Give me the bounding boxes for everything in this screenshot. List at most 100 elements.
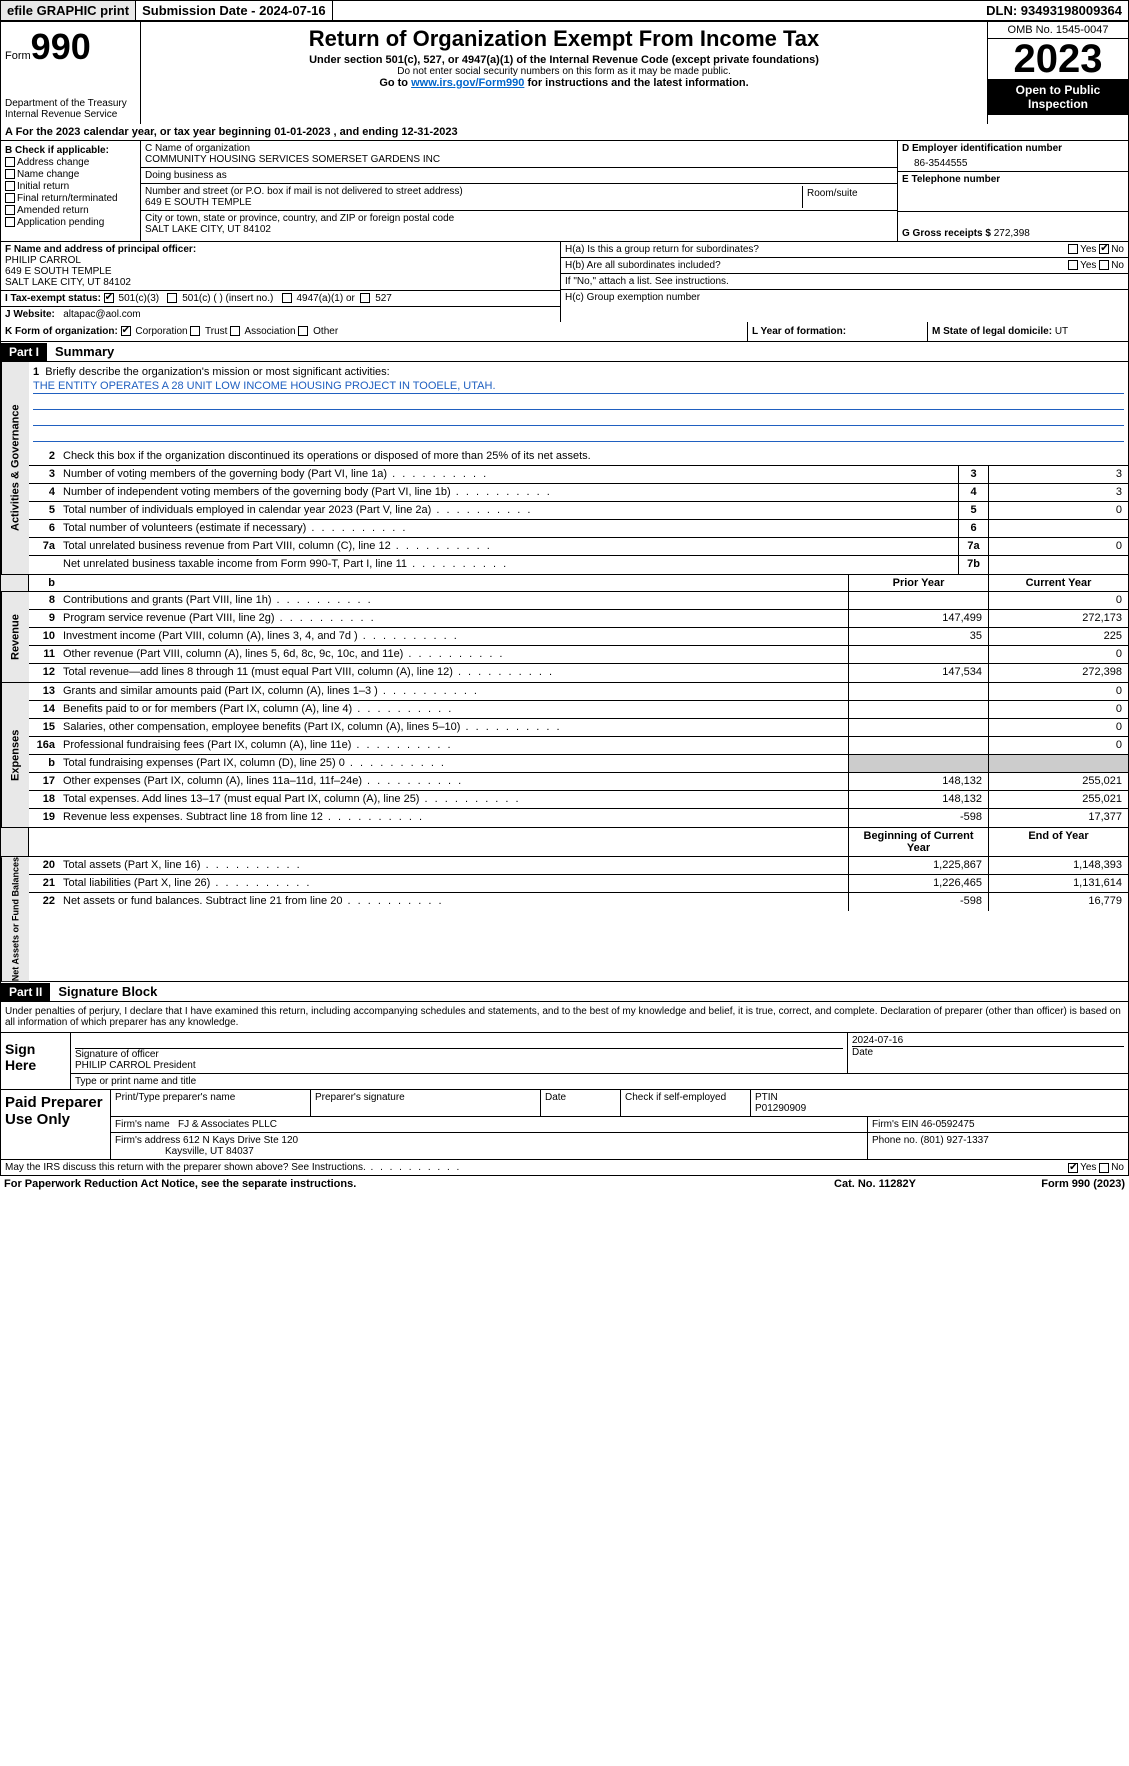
part1-header: Part I Summary (0, 342, 1129, 362)
checkbox-other[interactable] (298, 326, 308, 336)
city-label: City or town, state or province, country… (145, 213, 893, 224)
top-bar: efile GRAPHIC print Submission Date - 20… (0, 0, 1129, 22)
prep-sig-label: Preparer's signature (311, 1090, 541, 1116)
street-address: 649 E SOUTH TEMPLE (145, 197, 802, 208)
current-year-value: 272,398 (988, 664, 1128, 682)
efile-print-button[interactable]: efile GRAPHIC print (1, 1, 136, 20)
checkbox-hb-no[interactable] (1099, 260, 1109, 270)
firm-name: FJ & Associates PLLC (178, 1119, 277, 1130)
line2-label: Check this box if the organization disco… (59, 448, 1128, 465)
current-year-value: 255,021 (988, 773, 1128, 790)
current-year-value: 0 (988, 719, 1128, 736)
prior-year-value (848, 755, 988, 772)
sign-here-block: Sign Here Signature of officer PHILIP CA… (0, 1032, 1129, 1090)
checkbox-ha-no[interactable] (1099, 244, 1109, 254)
date-label: Date (852, 1046, 1124, 1058)
prior-year-value (848, 737, 988, 754)
checkbox-ha-yes[interactable] (1068, 244, 1078, 254)
officer-addr1: 649 E SOUTH TEMPLE (5, 266, 112, 277)
hb-note: If "No," attach a list. See instructions… (565, 276, 1124, 287)
checkbox-discuss-yes[interactable] (1068, 1163, 1078, 1173)
ein-label: D Employer identification number (902, 143, 1124, 154)
prior-year-value (848, 719, 988, 736)
prep-date-label: Date (541, 1090, 621, 1116)
prior-year-value: 1,226,465 (848, 875, 988, 892)
current-year-value: 0 (988, 683, 1128, 700)
current-year-value: 0 (988, 701, 1128, 718)
penalty-text: Under penalties of perjury, I declare th… (0, 1002, 1129, 1032)
current-year-value: 255,021 (988, 791, 1128, 808)
current-year-value: 1,131,614 (988, 875, 1128, 892)
prior-year-value: 35 (848, 628, 988, 645)
officer-name: PHILIP CARROL (5, 255, 81, 266)
prior-year-value: 147,499 (848, 610, 988, 627)
discuss-row: May the IRS discuss this return with the… (0, 1160, 1129, 1176)
firm-addr1: 612 N Kays Drive Ste 120 (183, 1135, 298, 1146)
section-c-name-label: C Name of organization (145, 143, 893, 154)
checkbox-trust[interactable] (190, 326, 200, 336)
paid-preparer-block: Paid Preparer Use Only Print/Type prepar… (0, 1090, 1129, 1160)
paperwork-notice: For Paperwork Reduction Act Notice, see … (4, 1178, 775, 1190)
checkbox-hb-yes[interactable] (1068, 260, 1078, 270)
prior-year-value (848, 683, 988, 700)
summary-line-label: Total number of volunteers (estimate if … (59, 520, 958, 537)
summary-line-label: Contributions and grants (Part VIII, lin… (59, 592, 848, 609)
tab-governance: Activities & Governance (1, 362, 29, 574)
current-year-value: 17,377 (988, 809, 1128, 827)
summary-value (988, 520, 1128, 537)
tab-expenses: Expenses (1, 683, 29, 827)
summary-line-label: Total assets (Part X, line 16) (59, 857, 848, 874)
checkbox-final-return[interactable] (5, 193, 15, 203)
checkbox-discuss-no[interactable] (1099, 1163, 1109, 1173)
current-year-value (988, 755, 1128, 772)
summary-value (988, 556, 1128, 574)
sign-here-label: Sign Here (1, 1033, 71, 1089)
dln: DLN: 93493198009364 (980, 1, 1128, 20)
ha-label: H(a) Is this a group return for subordin… (565, 244, 1068, 255)
summary-line-label: Other revenue (Part VIII, column (A), li… (59, 646, 848, 663)
checkbox-app-pending[interactable] (5, 217, 15, 227)
officer-signature: PHILIP CARROL President (75, 1060, 843, 1071)
subtitle-2: Do not enter social security numbers on … (145, 66, 983, 77)
part2-header: Part II Signature Block (0, 982, 1129, 1002)
current-year-value: 272,173 (988, 610, 1128, 627)
section-f-h: F Name and address of principal officer:… (0, 242, 1129, 322)
prior-year-value: -598 (848, 893, 988, 911)
col-prior-year: Prior Year (848, 575, 988, 591)
col-beginning-year: Beginning of Current Year (848, 828, 988, 856)
firm-phone: (801) 927-1337 (920, 1135, 988, 1146)
section-k-label: K Form of organization: (5, 326, 118, 337)
summary-line-label: Total number of individuals employed in … (59, 502, 958, 519)
summary-line-label: Net assets or fund balances. Subtract li… (59, 893, 848, 911)
section-j-label: J Website: (5, 309, 55, 320)
checkbox-501c3[interactable] (104, 293, 114, 303)
tax-year: 2023 (988, 39, 1128, 79)
summary-line-label: Total expenses. Add lines 13–17 (must eq… (59, 791, 848, 808)
summary-line-label: Benefits paid to or for members (Part IX… (59, 701, 848, 718)
current-year-value: 225 (988, 628, 1128, 645)
checkbox-amended[interactable] (5, 205, 15, 215)
checkbox-corp[interactable] (121, 326, 131, 336)
section-m-label: M State of legal domicile: (932, 326, 1055, 337)
irs-link[interactable]: www.irs.gov/Form990 (411, 77, 524, 89)
checkbox-address-change[interactable] (5, 157, 15, 167)
checkbox-assoc[interactable] (230, 326, 240, 336)
summary-line-label: Total revenue—add lines 8 through 11 (mu… (59, 664, 848, 682)
form-header: Form990 Department of the Treasury Inter… (0, 22, 1129, 124)
checkbox-527[interactable] (360, 293, 370, 303)
domicile-state: UT (1055, 326, 1068, 337)
section-b-c-d: B Check if applicable: Address change Na… (0, 141, 1129, 242)
prior-year-value (848, 646, 988, 663)
col-end-year: End of Year (988, 828, 1128, 856)
section-l-label: L Year of formation: (752, 326, 846, 337)
checkbox-4947[interactable] (282, 293, 292, 303)
submission-date: Submission Date - 2024-07-16 (136, 1, 333, 20)
checkbox-501c[interactable] (167, 293, 177, 303)
checkbox-initial-return[interactable] (5, 181, 15, 191)
current-year-value: 0 (988, 737, 1128, 754)
checkbox-name-change[interactable] (5, 169, 15, 179)
prior-year-value: 1,225,867 (848, 857, 988, 874)
current-year-value: 0 (988, 592, 1128, 609)
ein-value: 86-3544555 (902, 154, 1124, 169)
summary-line-label: Program service revenue (Part VIII, line… (59, 610, 848, 627)
